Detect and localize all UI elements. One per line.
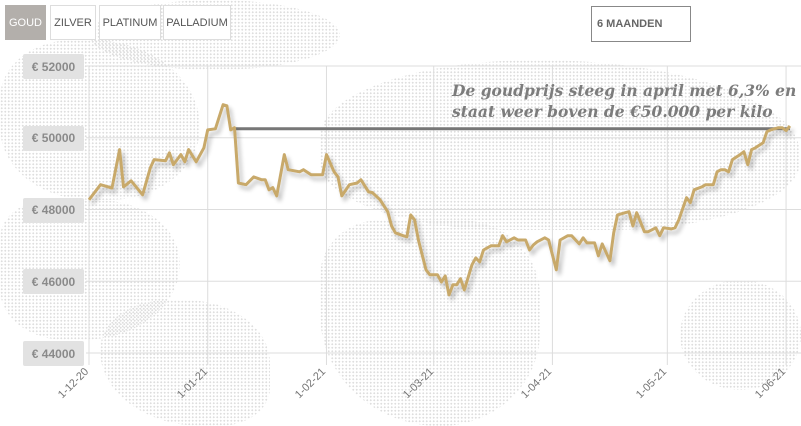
tab-palladium[interactable]: PALLADIUM bbox=[163, 5, 231, 40]
y-tick-label: € 46000 bbox=[23, 269, 84, 295]
y-tick-label: € 52000 bbox=[23, 54, 84, 79]
y-tick-label: € 50000 bbox=[23, 125, 84, 151]
chart-annotation: De goudprijs steeg in april met 6,3% en … bbox=[452, 80, 796, 122]
annotation-line-2: staat weer boven de €50.000 per kilo bbox=[452, 102, 773, 121]
y-tick-label: € 44000 bbox=[23, 341, 84, 366]
tab-goud[interactable]: GOUD bbox=[5, 5, 46, 40]
gold-price-line bbox=[87, 103, 792, 297]
period-select[interactable]: 6 MAANDEN bbox=[591, 6, 691, 42]
y-tick-label: € 48000 bbox=[23, 197, 84, 223]
tab-zilver[interactable]: ZILVER bbox=[50, 5, 96, 40]
annotation-line-1: De goudprijs steeg in april met 6,3% en bbox=[452, 81, 797, 100]
tab-platinum[interactable]: PLATINUM bbox=[99, 5, 161, 40]
